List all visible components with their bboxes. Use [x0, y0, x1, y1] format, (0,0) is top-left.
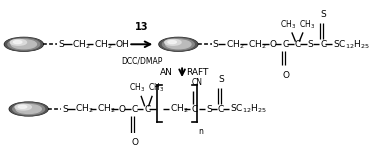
Circle shape	[15, 104, 31, 110]
Text: CN: CN	[191, 78, 202, 87]
Circle shape	[5, 37, 43, 51]
Text: O: O	[269, 40, 276, 49]
Text: C: C	[320, 40, 326, 49]
Text: SC$_{12}$H$_{25}$: SC$_{12}$H$_{25}$	[333, 38, 370, 51]
Text: CH$_3$: CH$_3$	[299, 19, 315, 31]
Text: RAFT: RAFT	[186, 68, 208, 77]
Text: CH$_3$: CH$_3$	[280, 19, 296, 31]
Circle shape	[5, 38, 42, 51]
Circle shape	[9, 102, 48, 116]
Circle shape	[13, 41, 22, 44]
Text: O: O	[282, 71, 290, 80]
Text: CH$_2$: CH$_2$	[170, 103, 189, 115]
Text: S: S	[58, 40, 64, 49]
Text: S: S	[213, 40, 218, 49]
Text: S: S	[206, 105, 212, 113]
Text: C: C	[218, 105, 224, 113]
Text: S: S	[218, 75, 224, 84]
Circle shape	[165, 40, 181, 45]
Circle shape	[166, 40, 191, 49]
Text: CH$_2$: CH$_2$	[97, 103, 116, 115]
Circle shape	[16, 105, 41, 113]
Text: SC$_{12}$H$_{25}$: SC$_{12}$H$_{25}$	[230, 103, 266, 115]
Circle shape	[159, 37, 198, 51]
Text: C: C	[295, 40, 301, 49]
Circle shape	[10, 40, 27, 45]
Circle shape	[13, 103, 45, 115]
Text: AN: AN	[160, 68, 173, 77]
Circle shape	[163, 39, 194, 50]
Text: O: O	[119, 105, 125, 113]
Circle shape	[11, 40, 36, 49]
Text: CH$_2$: CH$_2$	[94, 38, 113, 51]
Text: S: S	[307, 40, 313, 49]
Circle shape	[18, 105, 27, 108]
Text: S: S	[321, 10, 326, 19]
Text: CH$_2$: CH$_2$	[75, 103, 94, 115]
Text: DCC/DMAP: DCC/DMAP	[121, 57, 163, 66]
Text: C: C	[191, 105, 197, 113]
Text: 13: 13	[135, 22, 149, 32]
Text: O: O	[132, 138, 139, 147]
Text: C: C	[282, 40, 288, 49]
Text: C: C	[144, 105, 150, 113]
Text: C: C	[131, 105, 138, 113]
Text: CH$_3$: CH$_3$	[129, 82, 146, 95]
Text: CH$_2$: CH$_2$	[248, 38, 266, 51]
Text: S: S	[62, 105, 68, 113]
Text: CH$_2$: CH$_2$	[226, 38, 245, 51]
Text: OH: OH	[116, 40, 129, 49]
Circle shape	[10, 102, 47, 116]
Text: n: n	[199, 127, 204, 137]
Circle shape	[168, 41, 176, 44]
Text: CH$_2$: CH$_2$	[72, 38, 91, 51]
Circle shape	[160, 38, 197, 51]
Text: CH$_3$: CH$_3$	[148, 82, 164, 95]
Circle shape	[8, 39, 40, 50]
